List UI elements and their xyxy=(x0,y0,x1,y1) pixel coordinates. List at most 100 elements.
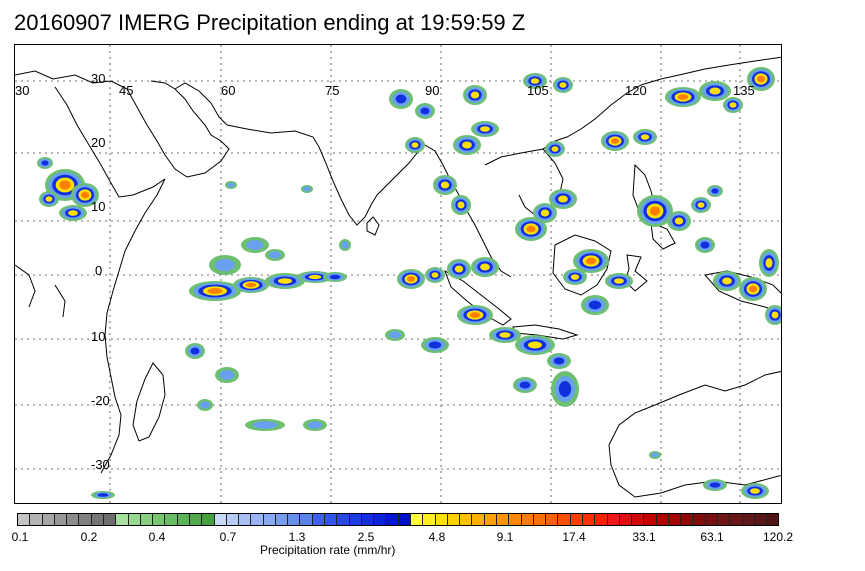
precipitation-cell xyxy=(649,206,661,216)
precipitation-cell xyxy=(308,274,322,280)
colorbar-label: Precipitation rate (mm/hr) xyxy=(260,543,396,557)
precipitation-cell xyxy=(431,272,439,278)
map-canvas: 30 45 60 75 90 105 120 135 30 20 10 0 10 -20 -30 xyxy=(15,45,781,503)
colorbar-swatch xyxy=(116,514,129,525)
precipitation-cell xyxy=(59,180,71,190)
colorbar-tick-label: 1.3 xyxy=(288,530,306,544)
colorbar-swatch xyxy=(128,514,141,525)
precipitation-cell xyxy=(303,186,311,192)
colorbar-swatch xyxy=(325,514,338,525)
precipitation-cell xyxy=(227,182,235,188)
precipitation-cell xyxy=(528,341,542,349)
colorbar-swatch xyxy=(165,514,178,525)
precipitation-cell xyxy=(614,278,624,284)
colorbar-swatch xyxy=(91,514,104,525)
precipitation-cell xyxy=(526,225,536,233)
colorbar-swatch xyxy=(460,514,473,525)
precipitation-cell xyxy=(711,188,719,194)
colorbar-swatch xyxy=(263,514,276,525)
colorbar-swatch xyxy=(681,514,694,525)
precipitation-cell xyxy=(219,370,235,380)
precipitation-cell xyxy=(388,331,402,339)
precipitation-cell xyxy=(469,312,481,318)
precipitation-cell xyxy=(771,311,779,319)
precipitation-cell xyxy=(749,285,757,293)
precipitation-cell xyxy=(341,241,349,249)
precipitation-cell xyxy=(411,142,419,148)
colorbar-swatch xyxy=(607,514,620,525)
precipitation-cell xyxy=(41,160,49,166)
precipitation-cell xyxy=(588,300,602,310)
colorbar-swatch xyxy=(374,514,387,525)
colorbar-swatch xyxy=(484,514,497,525)
longitude-label: 45 xyxy=(119,83,133,98)
precipitation-cell xyxy=(329,274,341,280)
precipitation-cell xyxy=(553,357,565,365)
precipitation-cell xyxy=(700,241,710,249)
colorbar-tick-label: 120.2 xyxy=(762,530,794,544)
colorbar-swatch xyxy=(423,514,436,525)
colorbar-swatch xyxy=(411,514,424,525)
colorbar-swatch xyxy=(472,514,485,525)
colorbar-swatch xyxy=(386,514,399,525)
colorbar-swatch xyxy=(644,514,657,525)
precipitation-cell xyxy=(499,332,511,338)
map-title: 20160907 IMERG Precipitation ending at 1… xyxy=(14,10,526,35)
precipitation-cell xyxy=(551,146,559,152)
latitude-label: 10 xyxy=(91,329,105,344)
colorbar-swatch xyxy=(767,514,779,525)
precipitation-cell xyxy=(540,209,550,217)
colorbar-swatch xyxy=(54,514,68,525)
colorbar-swatch xyxy=(656,514,669,525)
colorbar-swatch xyxy=(275,514,289,525)
precipitation-cell xyxy=(454,265,464,273)
latitude-label: 20 xyxy=(91,135,105,150)
precipitation-cell xyxy=(428,341,442,349)
colorbar-tick-label: 0.1 xyxy=(11,530,29,544)
precipitation-cell xyxy=(709,482,721,488)
colorbar-swatch xyxy=(239,514,252,525)
colorbar-swatch xyxy=(570,514,583,525)
colorbar-swatch xyxy=(754,514,768,525)
colorbar-swatch xyxy=(546,514,559,525)
colorbar-swatch xyxy=(632,514,645,525)
longitude-label: 135 xyxy=(733,83,755,98)
colorbar-swatch xyxy=(730,514,743,525)
colorbar-swatch xyxy=(79,514,92,525)
colorbar-swatch xyxy=(742,514,755,525)
colorbar-swatch xyxy=(361,514,375,525)
latitude-label: 30 xyxy=(91,71,105,86)
colorbar-swatch xyxy=(496,514,510,525)
precipitation-cell xyxy=(585,257,597,265)
colorbar xyxy=(17,513,779,526)
latitude-label: -20 xyxy=(91,393,110,408)
colorbar-swatch xyxy=(140,514,154,525)
colorbar-swatch xyxy=(42,514,55,525)
precipitation-cell xyxy=(697,202,705,208)
colorbar-tick-label: 33.1 xyxy=(632,530,656,544)
precipitation-cell xyxy=(709,87,721,95)
precipitation-cell xyxy=(530,78,540,84)
graticule-labels: 30 45 60 75 90 105 120 135 30 20 10 0 10 -20 -30 xyxy=(15,71,755,472)
colorbar-swatch xyxy=(103,514,117,525)
precipitation-cell xyxy=(45,196,53,202)
precipitation-cell xyxy=(570,274,580,280)
colorbar-swatch xyxy=(67,514,80,525)
colorbar-swatch xyxy=(533,514,547,525)
colorbar-swatch xyxy=(189,514,203,525)
precipitation-cell xyxy=(407,276,415,282)
precipitation-cell xyxy=(765,258,773,268)
longitude-label: 90 xyxy=(425,83,439,98)
precipitation-cell xyxy=(462,141,472,149)
precipitation-cell xyxy=(420,107,430,115)
longitude-label: 105 xyxy=(527,83,549,98)
precipitation-cell xyxy=(470,91,480,99)
colorbar-swatch xyxy=(300,514,313,525)
colorbar-tick-label: 0.4 xyxy=(148,530,166,544)
precipitation-cell xyxy=(750,488,760,494)
longitude-label: 30 xyxy=(15,83,29,98)
colorbar-swatch xyxy=(705,514,719,525)
precipitation-cell xyxy=(68,210,78,216)
precipitation-cell xyxy=(457,201,465,209)
colorbar-tick-label: 0.2 xyxy=(80,530,98,544)
